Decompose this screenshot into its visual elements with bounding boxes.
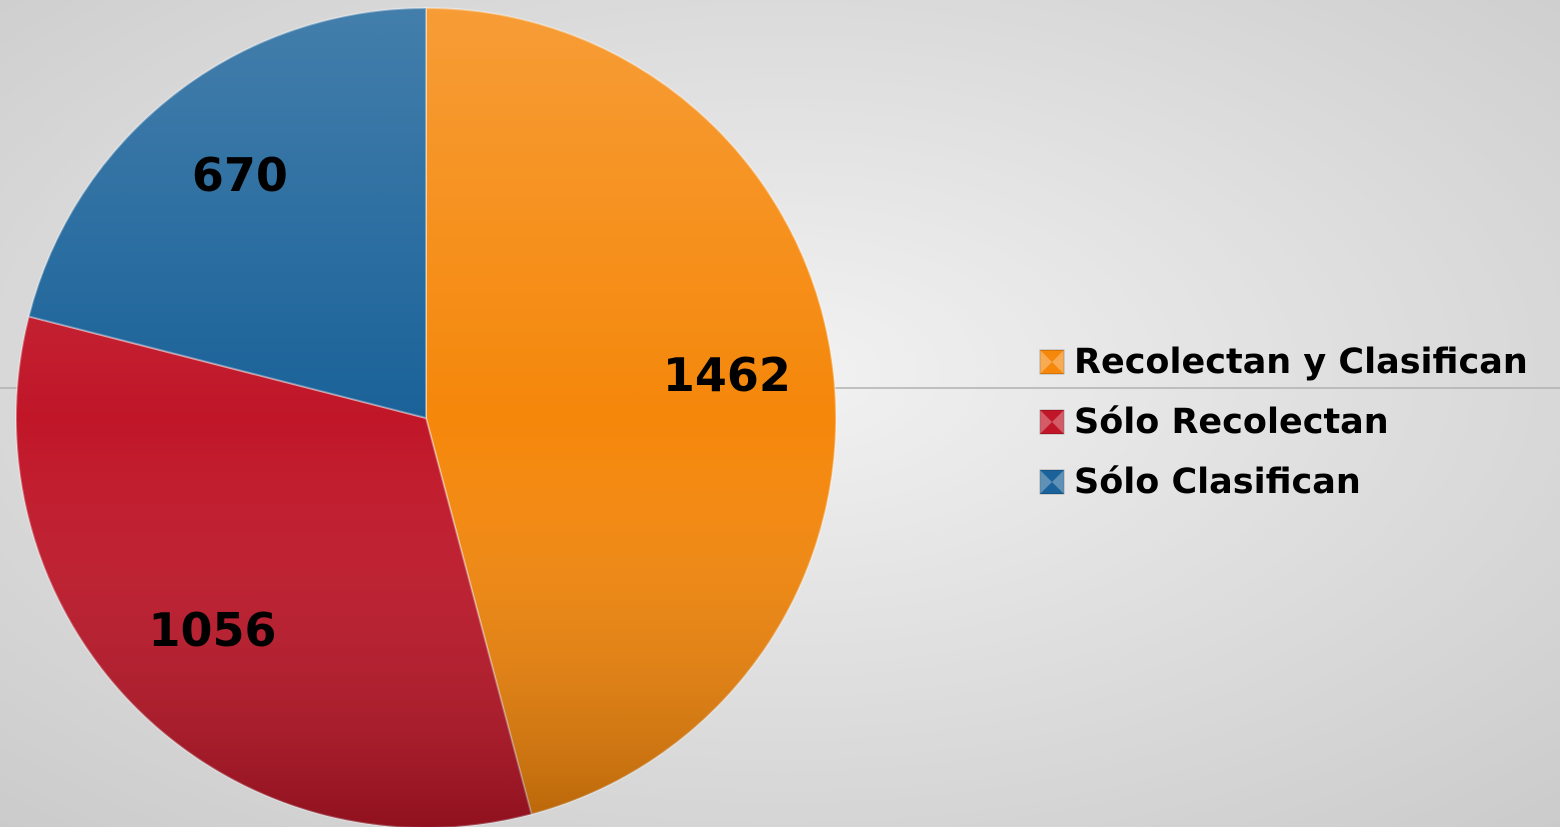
legend-label: Recolectan y Clasifican — [1074, 342, 1528, 382]
legend-swatch-bevel — [1040, 410, 1064, 434]
data-label: 1462 — [663, 348, 791, 402]
legend-label: Sólo Recolectan — [1074, 402, 1389, 442]
legend-swatch-bevel — [1040, 470, 1064, 494]
legend-swatch — [1039, 409, 1065, 435]
legend-swatch — [1039, 469, 1065, 495]
labels: 1462 1056 670 — [149, 148, 791, 657]
data-label: 1056 — [149, 603, 277, 657]
data-label: 670 — [192, 148, 288, 202]
legend-swatch-bevel — [1040, 350, 1064, 374]
legend-swatch — [1039, 349, 1065, 375]
legend: Recolectan y Clasifican Sólo Recolectan Só… — [1039, 342, 1528, 502]
pie — [15, 6, 837, 827]
legend-label: Sólo Clasifican — [1074, 462, 1361, 502]
